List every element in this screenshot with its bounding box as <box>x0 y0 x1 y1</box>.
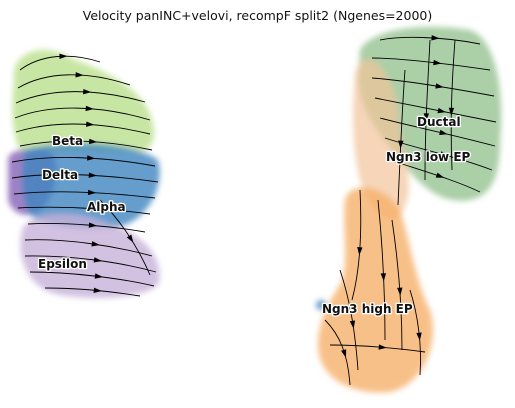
cluster-label-delta: Delta <box>42 168 78 182</box>
streamline <box>11 157 156 167</box>
cluster-region-ductal <box>358 26 502 201</box>
streamline <box>379 36 481 45</box>
streamline <box>17 74 131 89</box>
cluster-label-epsilon: Epsilon <box>38 257 87 271</box>
velocity-streams-left <box>11 53 159 297</box>
streamline <box>409 289 421 376</box>
streamline-arrowhead <box>433 59 442 66</box>
cluster-region-ngn3-high-ep <box>318 187 434 393</box>
streamline-arrowhead <box>378 344 387 350</box>
streamline-arrowhead <box>93 287 102 293</box>
streamline-arrowhead <box>341 349 347 358</box>
streamline-arrowhead <box>380 273 387 282</box>
streamline <box>19 55 101 71</box>
streamline-arrowhead <box>435 83 444 89</box>
cluster-region-alpha <box>21 143 160 229</box>
streamline <box>15 91 146 104</box>
streamline-arrowhead <box>89 138 98 145</box>
streamline <box>379 117 496 147</box>
streamline-arrowhead <box>439 129 448 135</box>
streamline-arrowhead <box>126 234 134 243</box>
streamline <box>371 77 495 97</box>
cluster-label-ngn3-low-ep: Ngn3 low EP <box>386 150 471 164</box>
streamline-arrowhead <box>87 189 97 196</box>
streamline <box>424 39 431 181</box>
cluster-label-beta: Beta <box>52 134 83 148</box>
streamline <box>11 174 159 183</box>
streamline <box>450 39 456 171</box>
cluster-region-beta <box>12 49 155 152</box>
cluster-region-ngn3-low-ep <box>353 59 409 221</box>
plot-title: Velocity panINC+velovi, recompF split2 (… <box>82 8 433 23</box>
streamline-arrowhead <box>398 140 404 149</box>
streamline-arrowhead <box>86 205 96 211</box>
streamline <box>374 97 497 123</box>
streamline-arrowhead <box>87 155 96 161</box>
streamline-arrowhead <box>437 107 446 114</box>
streamline-arrowhead <box>423 113 430 122</box>
streamline <box>27 223 146 233</box>
streamline <box>397 69 406 206</box>
streamline-arrowhead <box>439 151 449 157</box>
streamline <box>29 271 155 287</box>
streamline-arrowhead <box>349 320 356 329</box>
streamline <box>339 269 359 371</box>
streamline-arrowhead <box>83 89 92 95</box>
streamline <box>17 206 151 215</box>
streamline-arrowhead <box>435 172 445 178</box>
cluster-region-epsilon <box>20 214 160 298</box>
streamline <box>24 255 157 273</box>
streamline-arrowhead <box>431 35 440 41</box>
streamline <box>329 344 426 353</box>
streamline-arrowhead <box>88 172 97 178</box>
streamline <box>384 137 493 171</box>
streamline-arrowhead <box>86 121 95 127</box>
cluster-label-ductal: Ductal <box>417 115 461 129</box>
streamline <box>99 199 151 276</box>
streamline <box>371 57 491 71</box>
cluster-label-alpha: Alpha <box>87 200 126 214</box>
streamline-arrowhead <box>93 257 103 263</box>
cluster-label-ngn3-high-ep: Ngn3 high EP <box>322 302 413 316</box>
streamline <box>324 319 351 386</box>
streamline-arrowhead <box>397 287 403 296</box>
streamline-arrowhead <box>85 105 94 112</box>
streamline <box>19 140 153 151</box>
streamline <box>13 191 156 199</box>
streamline <box>15 123 151 135</box>
streamline-arrowhead <box>75 72 84 78</box>
streamline-arrowhead <box>94 273 104 279</box>
streamline-arrowhead <box>88 222 98 228</box>
streamline <box>377 199 386 341</box>
streamline-arrowhead <box>448 107 455 116</box>
velocity-streams-right <box>324 35 497 386</box>
streamline <box>14 107 151 121</box>
streamline-arrowhead <box>357 247 363 256</box>
streamline <box>391 219 403 351</box>
streamline-arrowhead <box>59 53 68 59</box>
cluster-region-alpha-outlier <box>316 300 326 310</box>
streamline-arrowhead <box>416 332 422 341</box>
streamline-arrowhead <box>91 241 100 247</box>
